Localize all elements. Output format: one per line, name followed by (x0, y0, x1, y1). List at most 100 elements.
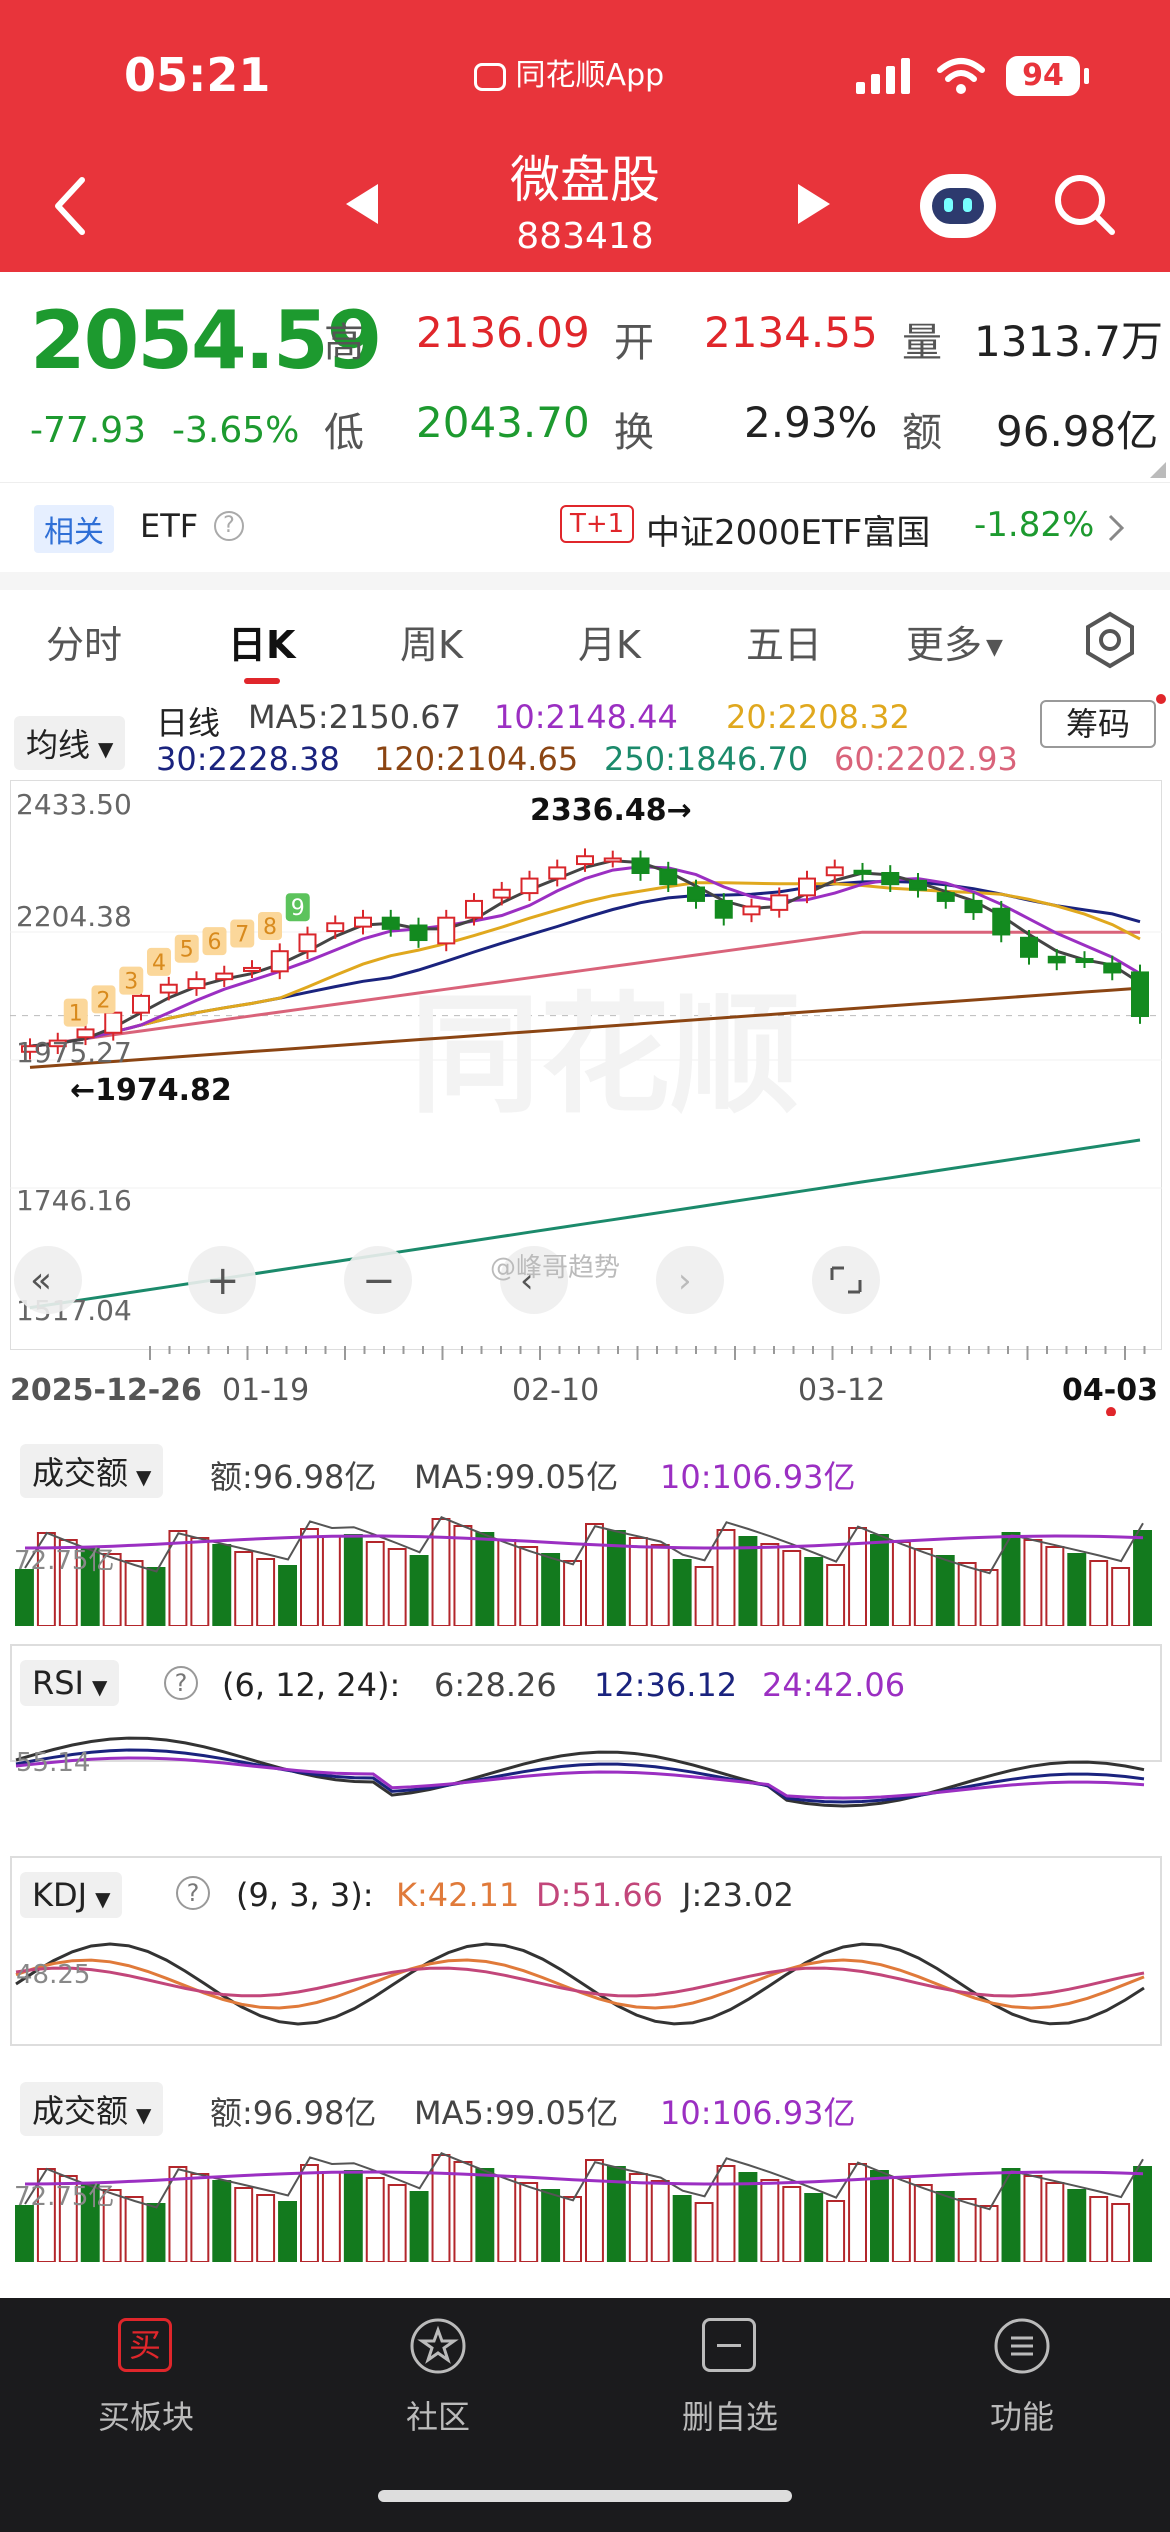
tab-intraday[interactable]: 分时 (46, 623, 123, 667)
tab-weekly-k[interactable]: 周K (400, 623, 463, 667)
ma20-value: 20:2208.32 (726, 698, 910, 736)
scroll-left-button[interactable] (500, 1246, 568, 1314)
minus-icon: − (362, 1258, 396, 1304)
ma30-value: 30:2228.38 (156, 740, 340, 778)
amount-label: 额 (902, 410, 942, 456)
kdj-d-line (15, 1966, 1145, 1998)
volume-bar (1111, 2203, 1131, 2262)
volume-bar (146, 1567, 166, 1626)
candle (548, 866, 567, 880)
candle (853, 869, 872, 875)
search-icon[interactable] (1052, 172, 1118, 238)
chevron-right-icon: › (678, 1261, 692, 1301)
open-label: 开 (614, 320, 654, 366)
signal-icon (856, 58, 912, 94)
kdj-j-line (15, 1942, 1145, 2026)
caret-down-icon: ▼ (136, 1465, 152, 1489)
sequence-number: 6 (208, 930, 222, 955)
sequence-number: 7 (235, 923, 249, 948)
settings-hexagon-icon[interactable] (1080, 610, 1140, 670)
low-value: 2043.70 (416, 398, 590, 447)
zoom-in-button[interactable] (188, 1246, 256, 1314)
back-icon[interactable] (50, 176, 90, 236)
candle (492, 888, 511, 899)
volume-dropdown-2[interactable]: 成交额 ▼ (20, 2082, 164, 2136)
menu-circle-icon (994, 2318, 1050, 2374)
volume-ma10-line (24, 1534, 1144, 1550)
ma5-value: MA5:2150.67 (248, 698, 461, 736)
chevron-right-icon[interactable] (1106, 513, 1126, 543)
rsi-dropdown[interactable]: RSI ▼ (20, 1660, 120, 1706)
tab-daily-k[interactable]: 日K (228, 623, 296, 667)
volume-bar (321, 2171, 341, 2262)
low-label: 低 (324, 410, 364, 456)
volume-bar (1001, 2168, 1021, 2262)
volume-bar (256, 2194, 276, 2262)
volume-bar (15, 1569, 34, 1626)
volume-bar (453, 2161, 473, 2262)
kdj-dropdown[interactable]: KDJ ▼ (20, 1872, 123, 1918)
chip-button[interactable]: 筹码 (1040, 700, 1156, 748)
nav-functions[interactable]: 功能 (876, 2298, 1168, 2478)
prev-stock-icon[interactable] (344, 182, 380, 226)
kdj-k-line (15, 1958, 1145, 2010)
volume-bar (563, 1560, 582, 1626)
tab-monthly-k[interactable]: 月K (578, 623, 641, 667)
volume-bar (826, 2200, 846, 2262)
caret-down-icon: ▼ (136, 2103, 152, 2127)
ma-dropdown[interactable]: 均线 ▼ (14, 716, 126, 770)
volume-bar (913, 2184, 933, 2262)
volume-bar (365, 2177, 385, 2262)
candle (742, 905, 761, 916)
volume-dropdown[interactable]: 成交额 ▼ (20, 1444, 164, 1498)
volume-bar (628, 2173, 648, 2262)
related-etf-bar[interactable]: 相关 ETF ? T+1 中证2000ETF富国 -1.82% (0, 482, 1170, 572)
fullscreen-button[interactable] (812, 1246, 880, 1314)
next-stock-icon[interactable] (796, 182, 832, 226)
tab-five-day[interactable]: 五日 (746, 623, 823, 667)
volume-bar-chart-2 (15, 2152, 1152, 2262)
volume-bar (628, 1537, 648, 1626)
robot-assistant-icon[interactable] (920, 174, 996, 238)
fullscreen-icon (830, 1266, 862, 1294)
volume-bar (343, 2170, 363, 2262)
volume-bar (256, 1558, 276, 1626)
volume-bar (15, 2205, 34, 2262)
nav-remove-watchlist[interactable]: 删自选 (584, 2298, 876, 2478)
candle (798, 877, 816, 897)
candle (243, 966, 261, 972)
volume-bar (234, 2187, 254, 2262)
sequence-number: 2 (97, 988, 111, 1013)
volume-bar (913, 1548, 933, 1626)
candle (936, 892, 955, 902)
volume-ma5: MA5:99.05亿 (414, 2094, 619, 2132)
community-star-icon (410, 2318, 466, 2374)
scroll-right-button[interactable] (656, 1246, 724, 1314)
volume-bar (1089, 1560, 1109, 1626)
y-tick: 2204.38 (16, 900, 132, 933)
scroll-left-fast-button[interactable] (14, 1246, 82, 1314)
tab-more[interactable]: 更多 ▼ (906, 623, 1003, 667)
expand-corner-icon[interactable] (1150, 462, 1166, 478)
kdj-j-value: J:23.02 (682, 1876, 794, 1914)
y-tick: 1746.16 (16, 1184, 132, 1217)
candle (659, 868, 678, 886)
help-icon[interactable]: ? (176, 1876, 210, 1910)
volume-bar (431, 2154, 451, 2262)
volume-amount: 额:96.98亿 (210, 2094, 377, 2132)
candle (1131, 971, 1149, 1018)
volume-bar (1067, 1553, 1087, 1626)
volume-bar (1045, 1546, 1065, 1626)
app-logo-icon (474, 62, 506, 91)
volume-bar (1023, 2175, 1043, 2262)
help-icon[interactable]: ? (214, 511, 244, 541)
volume-bar (519, 1546, 539, 1626)
zoom-out-button[interactable] (344, 1246, 412, 1314)
candle (76, 1028, 95, 1039)
rsi-params: (6, 12, 24): (222, 1666, 401, 1704)
nav-community[interactable]: 社区 (292, 2298, 584, 2478)
candle (1103, 962, 1122, 974)
help-icon[interactable]: ? (164, 1666, 198, 1700)
nav-buy-sector[interactable]: 买 买板块 (0, 2298, 292, 2478)
